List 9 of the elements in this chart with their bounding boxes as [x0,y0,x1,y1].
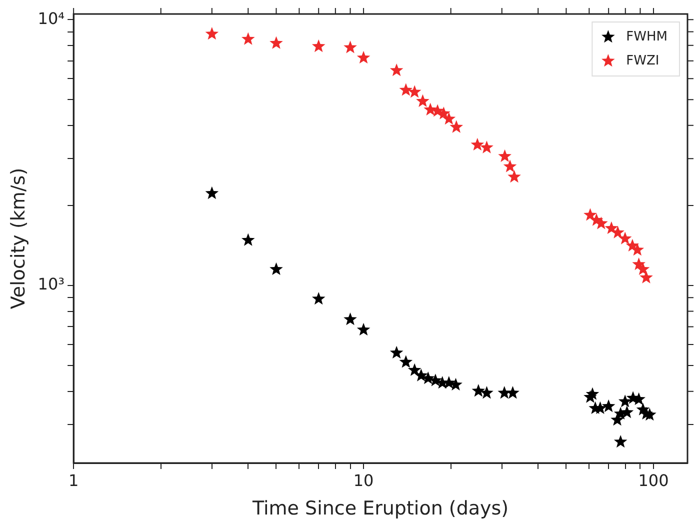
y-tick-label: 10⁴ [38,8,65,28]
y-axis-title: Velocity (km/s) [7,168,30,310]
x-tick-label: 10 [353,470,374,490]
legend-label: FWZI [626,53,660,68]
x-tick-label: 100 [638,470,669,490]
x-axis-title: Time Since Eruption (days) [251,498,509,520]
x-tick-label: 1 [68,470,79,490]
y-tick-label: 10³ [38,274,65,294]
legend-label: FWHM [626,29,668,44]
